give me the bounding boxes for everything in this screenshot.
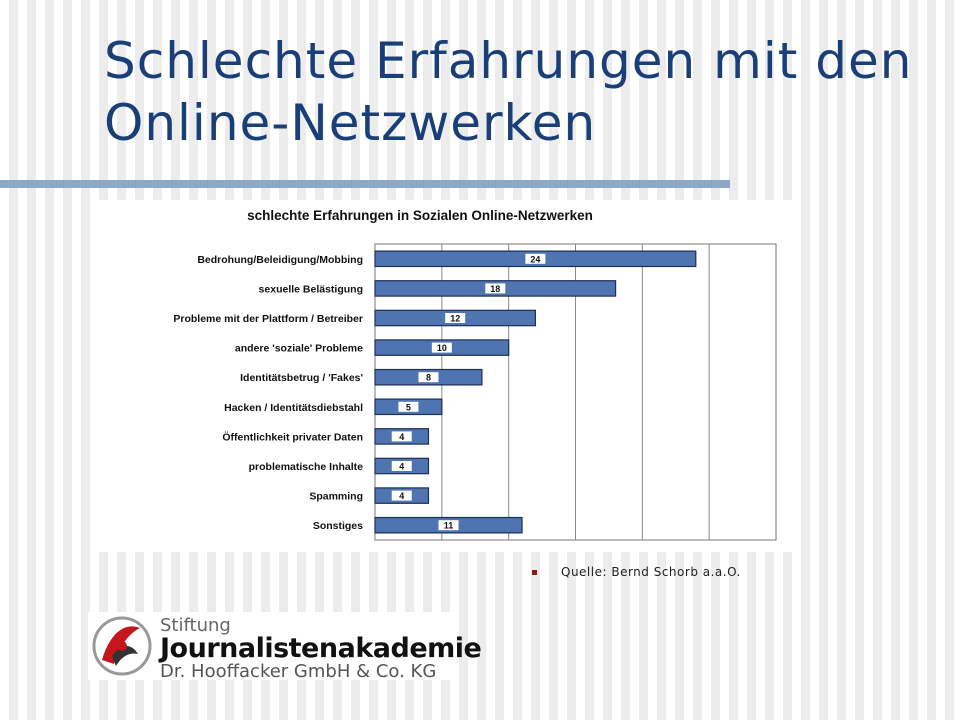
logo-line-2: Journalistenakademie (160, 633, 482, 664)
value-label-box (398, 401, 419, 412)
slide-title: Schlechte Erfahrungen mit den Online-Net… (104, 32, 913, 152)
value-label: 10 (437, 343, 447, 353)
title-divider (0, 180, 730, 188)
value-label-box (391, 490, 412, 501)
category-label: Hacken / Identitätsdiebstahl (224, 402, 363, 414)
value-label-box (391, 431, 412, 442)
value-label-box (438, 520, 459, 531)
value-label-box (485, 283, 506, 294)
bar-chart: schlechte Erfahrungen in Sozialen Online… (96, 200, 792, 552)
value-label-box (391, 461, 412, 471)
category-label: Öffentlichkeit privater Daten (222, 430, 363, 443)
value-label: 18 (490, 284, 500, 294)
chart-title: schlechte Erfahrungen in Sozialen Online… (247, 208, 593, 223)
value-label: 8 (426, 373, 431, 383)
category-label: problematische Inhalte (249, 461, 364, 473)
logo: Stiftung Journalistenakademie Dr. Hooffa… (88, 612, 482, 682)
chart-canvas: schlechte Erfahrungen in Sozialen Online… (173, 208, 777, 541)
value-label: 12 (450, 314, 460, 324)
value-label: 4 (399, 491, 404, 501)
value-label: 4 (399, 462, 404, 472)
value-label: 4 (399, 432, 404, 442)
value-label: 5 (406, 402, 411, 412)
value-label-box (418, 372, 439, 383)
logo-line-1: Stiftung (160, 615, 231, 636)
category-label: Bedrohung/Beleidigung/Mobbing (197, 254, 363, 266)
category-label: andere 'soziale' Probleme (235, 343, 363, 355)
category-label: Sonstiges (313, 520, 363, 532)
journalistenakademie-logo-icon (92, 616, 152, 676)
category-label: sexuelle Belästigung (259, 283, 363, 295)
category-label: Spamming (309, 491, 363, 503)
logo-line-3: Dr. Hooffacker GmbH & Co. KG (160, 661, 437, 682)
bullet-icon (532, 570, 537, 575)
value-label: 11 (444, 521, 454, 531)
source-note: Quelle: Bernd Schorb a.a.O. (532, 565, 741, 579)
category-label: Probleme mit der Plattform / Betreiber (173, 313, 363, 325)
value-label: 24 (530, 254, 540, 264)
category-label: Identitätsbetrug / 'Fakes' (240, 372, 363, 384)
value-label-box (445, 313, 466, 323)
source-text: Quelle: Bernd Schorb a.a.O. (561, 565, 741, 579)
value-label-box (431, 342, 452, 353)
value-label-box (525, 253, 546, 264)
